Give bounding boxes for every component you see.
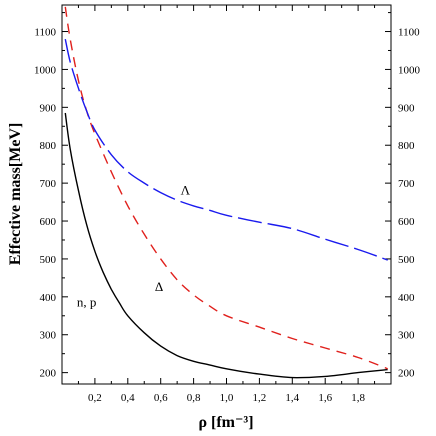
y-tick-label-right: 1000 bbox=[398, 64, 421, 76]
y-tick-label-right: 200 bbox=[398, 368, 415, 380]
y-tick-label-right: 400 bbox=[398, 292, 415, 304]
y-tick-label-right: 300 bbox=[398, 330, 415, 342]
y-tick-label-right: 900 bbox=[398, 102, 415, 114]
x-axis-title: ρ [fm⁻³] bbox=[198, 414, 253, 431]
x-tick-label: 1,2 bbox=[253, 392, 267, 404]
y-tick-label: 900 bbox=[40, 102, 57, 114]
y-tick-label-right: 500 bbox=[398, 254, 415, 266]
x-tick-label: 1,8 bbox=[351, 392, 365, 404]
y-tick-label-right: 800 bbox=[398, 140, 415, 152]
x-tick-label: 0,6 bbox=[154, 392, 168, 404]
y-tick-label: 1100 bbox=[34, 27, 56, 39]
x-tick-label: 1,0 bbox=[220, 392, 234, 404]
y-tick-label: 200 bbox=[40, 368, 57, 380]
y-tick-label: 500 bbox=[40, 254, 57, 266]
x-tick-label: 0,4 bbox=[121, 392, 135, 404]
x-tick-label: 1,6 bbox=[318, 392, 332, 404]
axis-ticks: 0,2 0,4 0,6 0,8 1,0 1,2 1,4 1,6 1,8 200 200 300 300 4… bbox=[34, 5, 421, 404]
y-axis-title: Effective mass[MeV] bbox=[7, 123, 24, 266]
series-layer bbox=[64, 6, 388, 379]
curve-label: Λ bbox=[181, 183, 191, 198]
y-tick-label: 700 bbox=[40, 178, 57, 190]
series-line-nucleon bbox=[64, 112, 388, 379]
curve-label: n, p bbox=[77, 294, 97, 309]
y-tick-label: 1000 bbox=[34, 64, 57, 76]
y-tick-label: 800 bbox=[40, 140, 57, 152]
series-line-delta bbox=[64, 6, 388, 370]
series-line-lambda bbox=[64, 38, 388, 261]
plot-border bbox=[61, 4, 392, 385]
x-tick-label: 1,4 bbox=[285, 392, 299, 404]
y-tick-label: 600 bbox=[40, 216, 57, 228]
y-tick-label-right: 1100 bbox=[398, 27, 420, 39]
x-tick-label: 0,2 bbox=[88, 392, 102, 404]
y-tick-label-right: 600 bbox=[398, 216, 415, 228]
y-tick-label-right: 700 bbox=[398, 178, 415, 190]
plot-frame bbox=[61, 4, 392, 385]
y-tick-label: 400 bbox=[40, 292, 57, 304]
annotations: n, p Δ Λ bbox=[77, 183, 191, 310]
x-tick-label: 0,8 bbox=[187, 392, 201, 404]
curve-label: Δ bbox=[155, 279, 163, 294]
y-tick-label: 300 bbox=[40, 330, 57, 342]
